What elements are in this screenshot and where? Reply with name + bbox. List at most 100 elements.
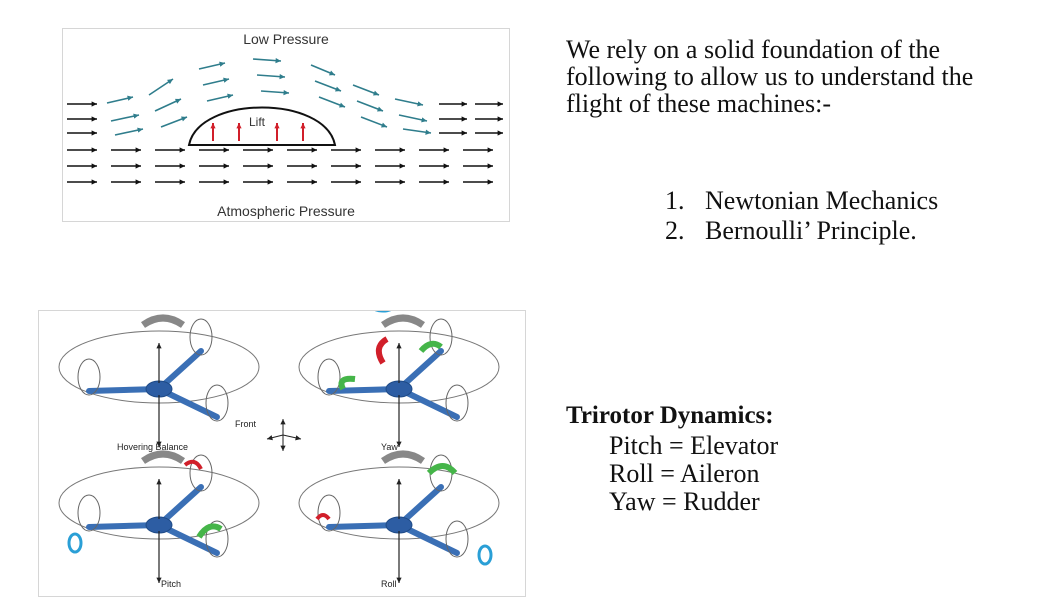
rotor-loop xyxy=(189,454,213,492)
lift-arrow xyxy=(236,123,242,141)
flow-arrow xyxy=(463,163,493,169)
roll-caption: Roll xyxy=(381,579,397,589)
thrust-arrow xyxy=(396,343,402,383)
flow-arrow xyxy=(402,128,432,135)
flow-arrow xyxy=(198,61,226,70)
list-label: Bernoulli’ Principle. xyxy=(705,216,917,245)
flow-arrow xyxy=(287,147,317,153)
principles-list: 1. Newtonian Mechanics 2. Bernoulli’ Pri… xyxy=(665,186,938,246)
flow-arrow xyxy=(318,96,346,108)
list-number: 1. xyxy=(665,186,685,215)
flow-arrow xyxy=(154,98,182,112)
flow-arrow xyxy=(155,179,185,185)
lift-arrow xyxy=(300,123,306,141)
flow-arrow xyxy=(199,147,229,153)
flow-arrow xyxy=(475,116,503,122)
flow-arrow xyxy=(375,163,405,169)
flow-arrow xyxy=(111,163,141,169)
pitch-caption: Pitch xyxy=(161,579,182,589)
frame-axis-down xyxy=(280,435,286,451)
flow-arrow xyxy=(463,147,493,153)
flow-arrow xyxy=(394,98,424,107)
gravity-arrow xyxy=(156,395,162,447)
flow-arrow xyxy=(375,147,405,153)
flow-arrow xyxy=(352,84,380,96)
flow-arrow xyxy=(331,163,361,169)
thrust-arrow xyxy=(396,479,402,519)
hub xyxy=(385,516,413,534)
flow-arrow xyxy=(252,58,282,64)
flow-arrow xyxy=(114,127,144,136)
flow-arrow xyxy=(160,116,188,128)
rotation-arrow xyxy=(380,450,426,464)
dynamics-line-roll: Roll = Aileron xyxy=(609,459,760,488)
flow-arrow xyxy=(202,77,230,86)
flow-arrow xyxy=(375,179,405,185)
airflow-diagram xyxy=(67,58,503,185)
flow-arrow xyxy=(199,179,229,185)
flow-arrow xyxy=(419,163,449,169)
flow-arrow xyxy=(67,130,97,136)
yaw-caption: Yaw xyxy=(381,442,398,452)
flow-arrow xyxy=(310,64,336,76)
rotation-arrow xyxy=(380,314,426,328)
flow-arrow xyxy=(67,116,97,122)
frame-axis-up xyxy=(280,419,286,435)
thrust-arrow xyxy=(156,479,162,519)
rotor-loop xyxy=(445,520,469,558)
green-rotor-arrow xyxy=(196,523,223,539)
rotor-loop xyxy=(317,358,341,396)
rotor-loop xyxy=(77,494,101,532)
dynamics-line-yaw: Yaw = Rudder xyxy=(609,487,760,516)
low-pressure-label: Low Pressure xyxy=(243,31,329,47)
flow-arrow xyxy=(111,147,141,153)
rotor-loop xyxy=(205,520,229,558)
cyan-pitch-arrow xyxy=(67,532,83,554)
trirotor-vehicle xyxy=(298,311,500,447)
rotor-loop xyxy=(205,384,229,422)
front-caption: Front xyxy=(235,419,257,429)
flow-arrow xyxy=(148,78,174,96)
list-label: Newtonian Mechanics xyxy=(705,186,939,215)
flow-arrow xyxy=(155,163,185,169)
flow-arrow xyxy=(398,114,428,123)
hub xyxy=(385,380,413,398)
flow-arrow xyxy=(243,147,273,153)
trirotor-diagrams xyxy=(58,311,500,583)
rotation-arrow xyxy=(140,314,186,328)
thrust-arrow xyxy=(156,343,162,383)
list-item: 2. Bernoulli’ Principle. xyxy=(665,216,938,246)
gravity-arrow xyxy=(396,531,402,583)
trirotor-figure: Hovering Balance Yaw Pitch Roll Front xyxy=(38,310,526,597)
flow-arrow xyxy=(439,101,467,107)
red-rotor-arrow xyxy=(315,513,331,521)
flow-arrow xyxy=(463,179,493,185)
flow-arrow xyxy=(106,95,134,104)
gravity-arrow xyxy=(156,531,162,583)
gravity-arrow xyxy=(396,395,402,447)
flow-arrow xyxy=(331,147,361,153)
flow-arrow xyxy=(419,147,449,153)
flow-arrow xyxy=(67,163,97,169)
airfoil-shape xyxy=(187,106,337,146)
rotation-arrow xyxy=(140,450,186,464)
flow-arrow xyxy=(67,179,97,185)
flow-arrow xyxy=(67,101,97,107)
lift-label: Lift xyxy=(249,115,266,129)
list-number: 2. xyxy=(665,216,685,245)
flow-arrow xyxy=(331,179,361,185)
flow-arrow xyxy=(475,130,503,136)
flow-arrow xyxy=(155,147,185,153)
red-rotor-arrow xyxy=(375,336,389,365)
frame-axis-left xyxy=(266,434,284,441)
rotor-loop xyxy=(317,494,341,532)
flow-arrow xyxy=(360,116,388,128)
dynamics-title: Trirotor Dynamics: xyxy=(566,402,774,429)
flow-arrow xyxy=(287,179,317,185)
lift-arrow xyxy=(274,123,280,141)
coordinate-frame xyxy=(266,419,302,451)
dynamics-list: Pitch = Elevator Roll = Aileron Yaw = Ru… xyxy=(609,432,778,516)
green-rotor-arrow xyxy=(338,375,356,391)
flow-arrow xyxy=(110,113,140,122)
flow-arrow xyxy=(111,179,141,185)
